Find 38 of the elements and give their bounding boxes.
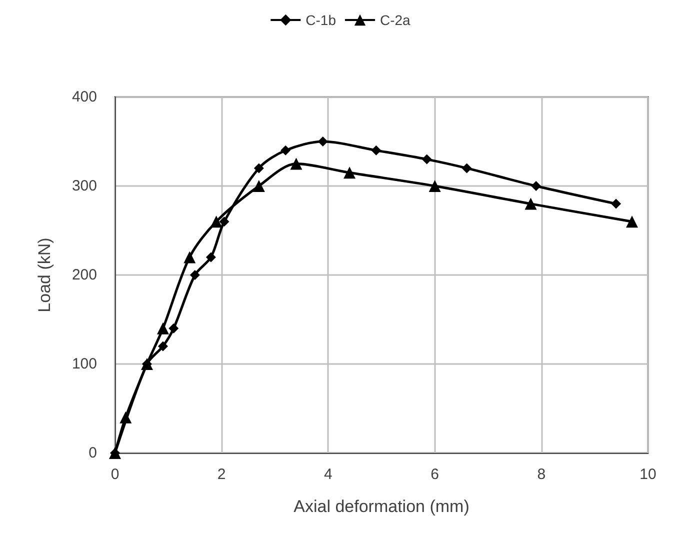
point [206,252,216,262]
point [254,163,264,174]
x-tick-label: 10 [640,466,656,483]
x-tick-label: 0 [110,466,120,483]
point [290,158,302,170]
point [524,198,537,210]
point [184,251,196,264]
x-tick-label: 8 [537,466,546,483]
point [280,145,291,156]
x-tick-label: 6 [430,466,439,483]
point [626,216,638,228]
y-tick-label: 400 [72,88,97,106]
point [158,341,168,352]
point [252,180,265,192]
point [168,323,179,334]
y-tick-label: 300 [72,178,97,194]
y-tick-label: 100 [72,356,97,372]
point [611,198,622,209]
x-tick-label: 2 [217,466,226,483]
point [219,216,230,227]
point [371,145,382,156]
point [210,216,222,228]
y-tick-label: 200 [72,266,97,284]
y-axis-title: Load (kN) [35,238,54,312]
legend-label: C-1b [306,12,336,28]
point [344,166,356,179]
point [531,181,542,191]
x-axis-title: Axial deformation (mm) [294,497,470,516]
point [462,163,472,174]
point [318,136,328,146]
x-tick-label: 4 [324,466,332,483]
point [156,322,169,334]
point [190,270,200,280]
legend-label: C-2a [380,12,411,28]
point [120,411,132,424]
point [428,180,441,192]
y-tick-label: 0 [88,444,97,462]
point [422,154,432,164]
